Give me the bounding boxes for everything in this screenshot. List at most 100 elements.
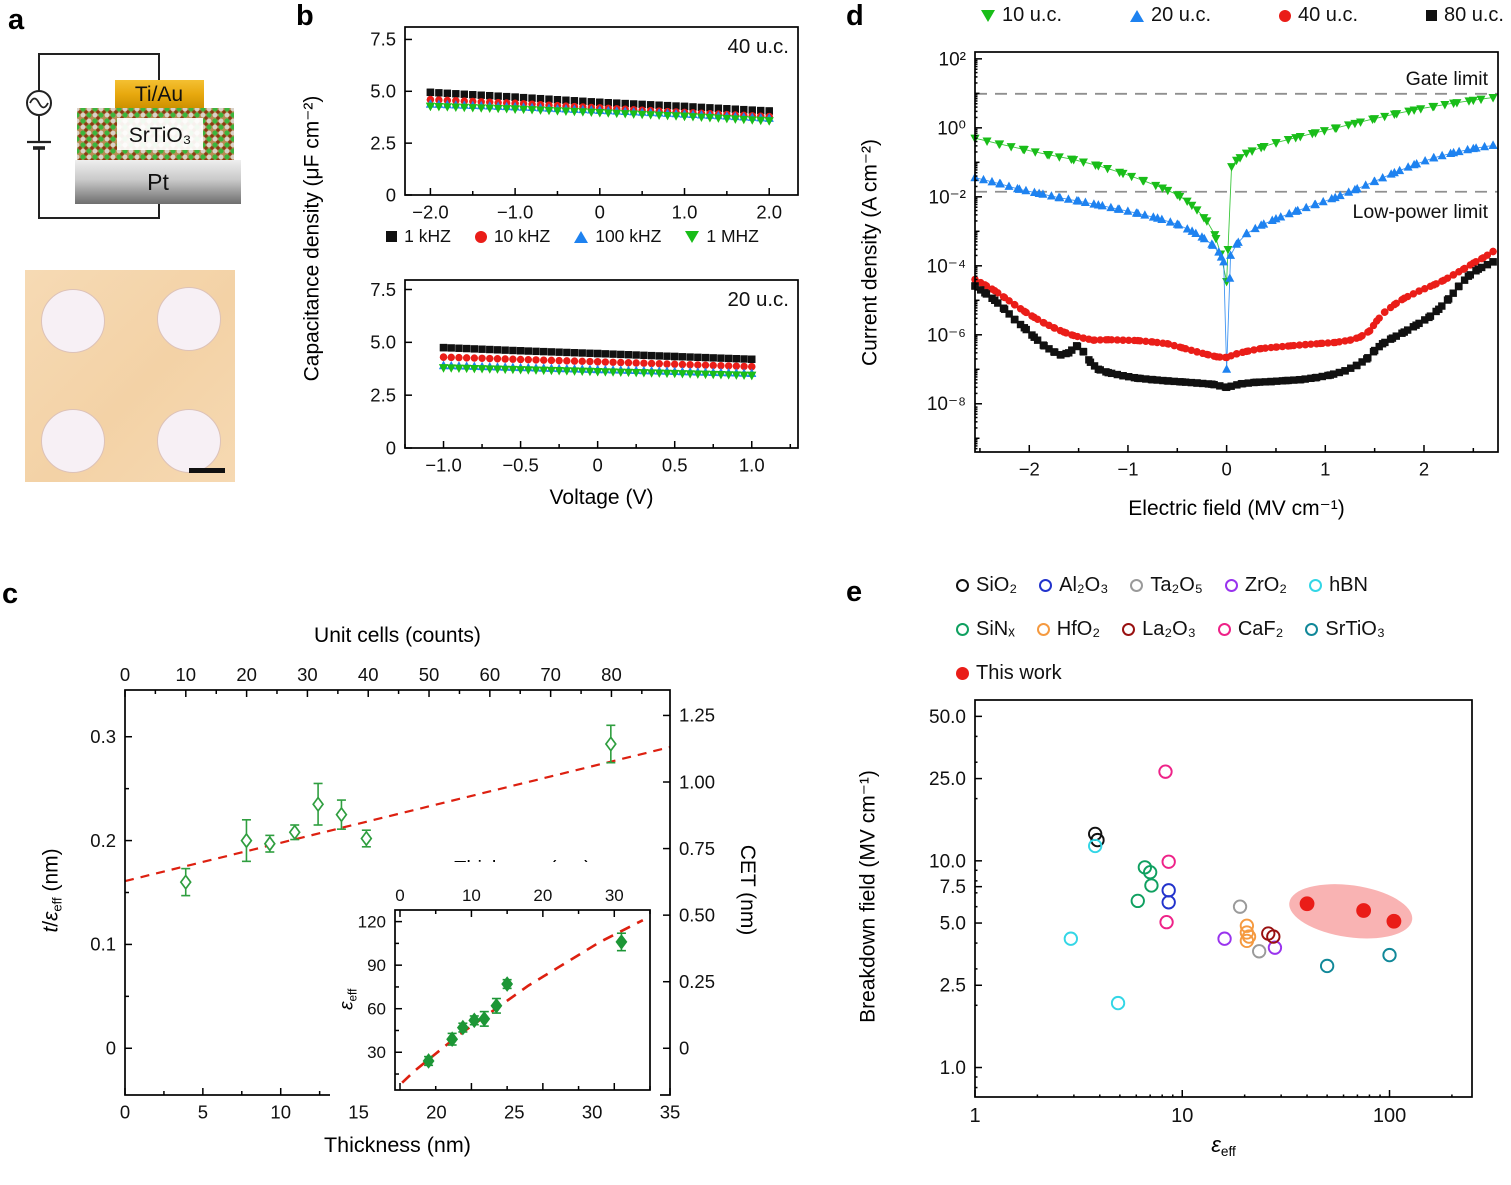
thickness-axis-title: Thickness (nm) bbox=[324, 1133, 471, 1157]
epsilon-symbol: ε bbox=[336, 1001, 358, 1010]
svg-text:Gate limit: Gate limit bbox=[1406, 68, 1489, 90]
chart-breakdown-field: 1 10 100 50.0 25.0 10.0 7.5 5.0 2.5 1.0 bbox=[929, 699, 1473, 1127]
svg-text:−2.0: −2.0 bbox=[412, 202, 449, 223]
legend-item-40-u.c.: 40 u.c. bbox=[1278, 4, 1359, 27]
cio-marker-icon bbox=[1122, 623, 1136, 636]
legend-item-la₂o₃: La₂O₃ bbox=[1122, 618, 1196, 641]
svg-text:0.25: 0.25 bbox=[679, 971, 715, 992]
svg-text:0: 0 bbox=[679, 1038, 689, 1059]
legend-label: 10 kHZ bbox=[493, 226, 551, 246]
legend-item-1-khz: 1 kHZ bbox=[386, 226, 451, 247]
svg-text:10: 10 bbox=[462, 886, 481, 905]
dielectric-label-box bbox=[117, 118, 203, 150]
legend-label: 40 u.c. bbox=[1297, 4, 1359, 26]
cio-marker-icon bbox=[956, 579, 969, 592]
svg-text:70: 70 bbox=[540, 664, 561, 685]
svg-text:10: 10 bbox=[176, 664, 197, 685]
legend-item-hfo₂: HfO₂ bbox=[1036, 618, 1100, 641]
dielectric-label: SrTiO₃ bbox=[129, 124, 192, 147]
svg-text:0: 0 bbox=[395, 886, 404, 905]
svg-text:2.5: 2.5 bbox=[370, 132, 396, 153]
svg-text:0: 0 bbox=[386, 184, 396, 205]
tu-marker-icon bbox=[574, 230, 589, 243]
svg-text:100: 100 bbox=[1373, 1105, 1406, 1127]
svg-text:80: 80 bbox=[601, 664, 622, 685]
svg-text:0: 0 bbox=[1221, 459, 1231, 480]
breakdown-field-axis-title: Breakdown field (MV cm⁻¹) bbox=[856, 770, 880, 1023]
svg-text:5.0: 5.0 bbox=[940, 914, 966, 935]
svg-text:35: 35 bbox=[660, 1102, 681, 1123]
svg-text:1: 1 bbox=[1320, 459, 1330, 480]
svg-text:1.00: 1.00 bbox=[679, 771, 715, 792]
panel-label-b: b bbox=[296, 0, 314, 32]
cio-marker-icon bbox=[1224, 579, 1238, 592]
svg-text:30: 30 bbox=[297, 664, 318, 685]
chart-current-density: Gate limit Low-power limit −2 −1 0 1 2 10² 10⁰ 10… bbox=[927, 49, 1499, 480]
svg-text:0.1: 0.1 bbox=[90, 934, 116, 955]
svg-text:7.5: 7.5 bbox=[370, 29, 396, 50]
svg-text:7.5: 7.5 bbox=[370, 279, 396, 300]
ci-marker-icon bbox=[1278, 9, 1291, 22]
svg-text:10: 10 bbox=[1171, 1105, 1193, 1127]
svg-text:0.50: 0.50 bbox=[679, 904, 715, 925]
svg-text:0: 0 bbox=[106, 1038, 116, 1059]
legend-item-srtio₃: SrTiO₃ bbox=[1305, 618, 1385, 641]
top-electrode-layer bbox=[115, 80, 204, 108]
substrate-label: Pt bbox=[147, 169, 169, 195]
substrate-layer bbox=[75, 160, 241, 204]
td-marker-icon bbox=[685, 230, 700, 243]
capacitor-pad bbox=[41, 409, 105, 473]
svg-text:10²: 10² bbox=[939, 49, 966, 70]
cio-marker-icon bbox=[1309, 579, 1323, 592]
svg-text:−1.0: −1.0 bbox=[425, 455, 462, 476]
capacitance-legend: 1 kHZ 10 kHZ 100 kHZ 1 MHZ bbox=[335, 226, 810, 247]
svg-text:90: 90 bbox=[367, 956, 386, 975]
voltage-axis-title: Voltage (V) bbox=[549, 486, 654, 509]
legend-item-this-work: This work bbox=[956, 662, 1062, 685]
cio-marker-icon bbox=[1217, 623, 1231, 636]
legend-item-al₂o₃: Al₂O₃ bbox=[1039, 574, 1108, 597]
svg-text:20: 20 bbox=[236, 664, 257, 685]
svg-text:1.0: 1.0 bbox=[739, 455, 765, 476]
panel-label-e: e bbox=[846, 576, 863, 608]
capacitance-axis-title: Capacitance density (μF cm⁻²) bbox=[300, 95, 324, 382]
svg-text:0: 0 bbox=[120, 664, 130, 685]
ci-marker-icon bbox=[474, 230, 487, 243]
nm-unit: (nm) bbox=[39, 848, 63, 898]
legend-item-20-u.c.: 20 u.c. bbox=[1129, 4, 1211, 27]
epsilon-symbol: ε bbox=[39, 911, 63, 921]
svg-text:15: 15 bbox=[348, 1102, 369, 1123]
svg-text:50.0: 50.0 bbox=[929, 707, 966, 728]
cio-marker-icon bbox=[1039, 579, 1053, 592]
legend-label: hBN bbox=[1329, 574, 1368, 596]
svg-text:0.5: 0.5 bbox=[662, 455, 688, 476]
eff-subscript: eff bbox=[346, 988, 360, 1002]
svg-text:7.5: 7.5 bbox=[940, 877, 966, 898]
panel-label-c: c bbox=[2, 578, 19, 610]
legend-item-80-u.c.: 80 u.c. bbox=[1425, 4, 1504, 27]
capacitor-pad bbox=[41, 289, 105, 353]
legend-item-ta₂o₅: Ta₂O₅ bbox=[1130, 574, 1203, 597]
svg-text:20 u.c.: 20 u.c. bbox=[727, 288, 789, 311]
cio-marker-icon bbox=[1036, 623, 1050, 636]
materials-legend-row-1: SiO₂ Al₂O₃ Ta₂O₅ ZrO₂ hBN bbox=[956, 574, 1368, 597]
legend-item-10-khz: 10 kHZ bbox=[474, 226, 551, 247]
circuit-wires bbox=[38, 53, 160, 219]
unit-cells-axis-title: Unit cells (counts) bbox=[314, 624, 481, 647]
sq-marker-icon bbox=[1425, 10, 1437, 21]
device-schematic: Ti/Au SrTiO₃ Pt bbox=[26, 53, 241, 219]
epsilon-symbol: ε bbox=[1211, 1132, 1221, 1157]
legend-label: 1 kHZ bbox=[404, 226, 451, 246]
cet-axis-title: CET (nm) bbox=[736, 844, 759, 936]
svg-text:25.0: 25.0 bbox=[929, 769, 966, 790]
svg-text:50: 50 bbox=[419, 664, 440, 685]
tu-marker-icon bbox=[1129, 9, 1144, 22]
electric-field-axis-title: Electric field (MV cm⁻¹) bbox=[1128, 497, 1345, 520]
svg-text:−0.5: −0.5 bbox=[502, 455, 539, 476]
svg-text:−2: −2 bbox=[1019, 459, 1040, 480]
cio-marker-icon bbox=[1130, 579, 1144, 592]
svg-text:1: 1 bbox=[969, 1105, 980, 1127]
svg-text:20: 20 bbox=[533, 886, 552, 905]
optical-micrograph bbox=[25, 270, 235, 482]
